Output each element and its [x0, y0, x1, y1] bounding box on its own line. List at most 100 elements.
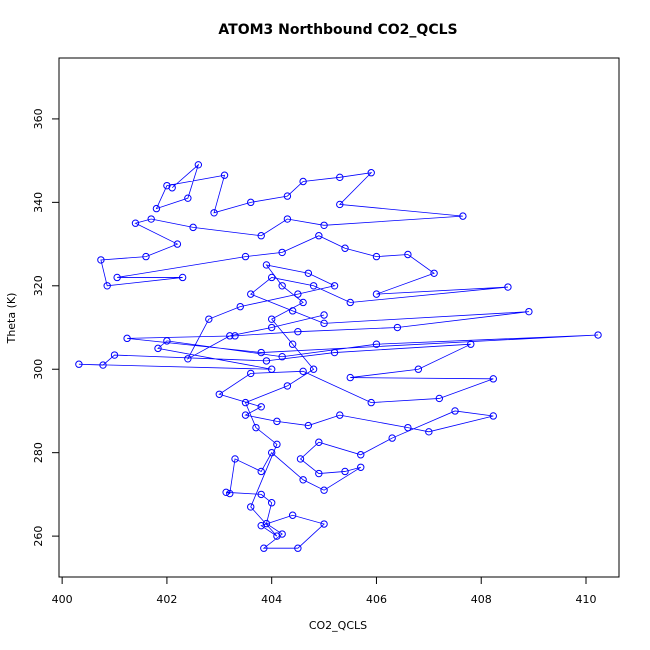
- data-point: [260, 544, 268, 552]
- data-point: [594, 331, 602, 339]
- data-point: [435, 394, 444, 403]
- data-point: [294, 327, 302, 336]
- data-point: [113, 273, 121, 282]
- data-point: [226, 332, 234, 340]
- data-point: [330, 282, 339, 290]
- data-point: [247, 198, 255, 207]
- data-point: [451, 407, 459, 415]
- data-point: [296, 455, 305, 463]
- data-point: [336, 173, 344, 182]
- data-point: [257, 232, 265, 240]
- data-point: [184, 355, 192, 363]
- x-tick-label: 410: [575, 593, 596, 606]
- x-tick-label: 402: [156, 593, 177, 606]
- data-point: [252, 423, 260, 432]
- data-point: [288, 340, 297, 348]
- data-point: [267, 315, 276, 323]
- data-point: [241, 411, 250, 419]
- data-point: [393, 323, 402, 332]
- data-point: [257, 467, 265, 476]
- y-tick-label: 300: [32, 359, 45, 380]
- data-point: [184, 194, 192, 202]
- data-point: [131, 219, 140, 227]
- data-point: [294, 290, 302, 298]
- data-point: [320, 221, 328, 229]
- data-point: [75, 360, 83, 368]
- data-point: [247, 290, 255, 298]
- data-point: [388, 434, 396, 442]
- data-point: [357, 451, 365, 459]
- data-point: [267, 499, 276, 507]
- data-point: [294, 544, 302, 552]
- data-point: [367, 398, 375, 407]
- data-point: [123, 334, 131, 343]
- data-point: [404, 250, 412, 259]
- data-point: [315, 438, 323, 446]
- data-point: [430, 269, 438, 277]
- data-point: [205, 315, 213, 323]
- data-point: [341, 244, 349, 252]
- data-point: [257, 490, 265, 499]
- data-point: [194, 161, 203, 169]
- data-point: [236, 302, 244, 311]
- data-point: [103, 282, 111, 290]
- plot-frame: [58, 57, 620, 578]
- data-point: [273, 532, 281, 540]
- y-tick-label: 260: [32, 526, 45, 547]
- data-point: [404, 423, 412, 432]
- data-point: [267, 365, 276, 373]
- chart-title: ATOM3 Northbound CO2_QCLS: [218, 22, 457, 38]
- data-point: [489, 375, 497, 383]
- data-point: [309, 365, 318, 373]
- data-point: [97, 256, 105, 264]
- data-point: [226, 489, 234, 498]
- data-point: [278, 248, 286, 257]
- data-point: [273, 417, 281, 426]
- data-point: [173, 240, 182, 248]
- data-point: [504, 283, 512, 291]
- y-tick-label: 280: [32, 442, 45, 463]
- data-line: [78, 163, 599, 549]
- data-point: [299, 367, 307, 376]
- data-point: [525, 307, 533, 316]
- data-point: [163, 181, 171, 190]
- data-point: [309, 282, 318, 290]
- data-point: [414, 365, 423, 373]
- data-point: [299, 177, 307, 186]
- data-point: [257, 521, 265, 530]
- data-point: [154, 344, 162, 353]
- data-point: [189, 223, 197, 232]
- x-tick-label: 406: [366, 593, 387, 606]
- data-point: [372, 252, 381, 261]
- data-point: [267, 448, 276, 457]
- data-point: [489, 412, 497, 420]
- data-point: [372, 340, 381, 348]
- x-tick-label: 404: [261, 593, 282, 606]
- data-point: [304, 421, 313, 430]
- data-point: [299, 476, 307, 484]
- data-point: [267, 273, 276, 282]
- data-point: [231, 332, 239, 340]
- data-point: [425, 428, 433, 436]
- data-point: [178, 273, 187, 282]
- data-point: [315, 469, 323, 478]
- data-point: [262, 261, 271, 269]
- data-point: [320, 319, 328, 328]
- data-point: [346, 373, 354, 382]
- data-point: [346, 298, 354, 307]
- data-point: [222, 488, 230, 497]
- data-point: [241, 252, 250, 261]
- data-point: [257, 348, 265, 357]
- data-point: [320, 520, 328, 528]
- x-tick-label: 408: [471, 593, 492, 606]
- data-point: [231, 455, 239, 463]
- data-point: [247, 503, 255, 511]
- data-point: [288, 511, 297, 519]
- data-point: [273, 440, 281, 449]
- data-point: [278, 282, 286, 290]
- data-point: [304, 269, 313, 277]
- data-point: [336, 411, 344, 419]
- data-point: [163, 337, 171, 345]
- x-tick-label: 400: [52, 593, 73, 606]
